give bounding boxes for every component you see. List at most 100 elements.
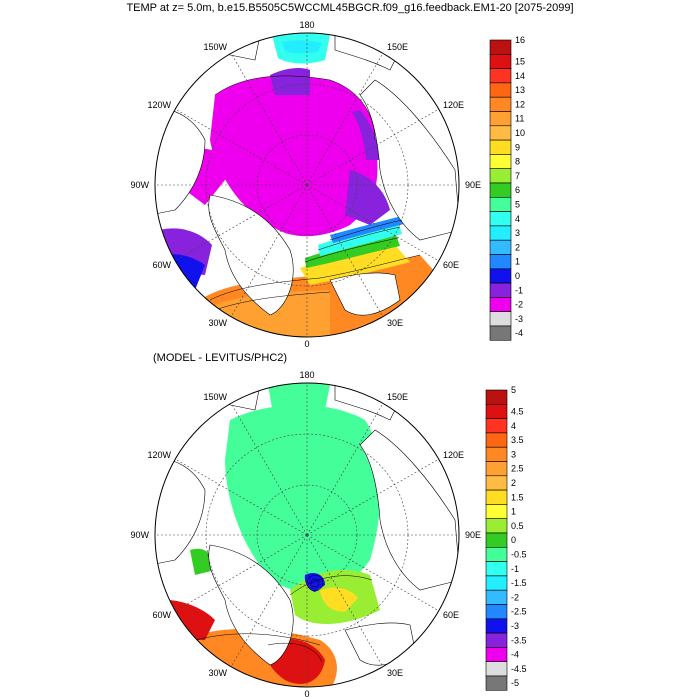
bottom-map: 180 150E 120E 90E 60E 30E 0 30W 60W 90W … (130, 370, 481, 699)
top-lon-label: 120E (443, 100, 464, 110)
bottom-colorbar-label: -4 (511, 650, 519, 660)
top-colorbar-label: 11 (515, 114, 524, 124)
bottom-colorbar-label: -1.5 (511, 578, 527, 588)
top-lon-label: 120W (147, 100, 171, 110)
top-lon-label: 150W (203, 42, 227, 52)
bottom-lon-label: 60E (443, 610, 459, 620)
top-colorbar-swatch (489, 39, 512, 55)
top-colorbar-label: 9 (515, 142, 520, 152)
difference-panel-title: (MODEL - LEVITUS/PHC2) (153, 352, 288, 364)
bottom-colorbar-swatch (485, 461, 508, 477)
bottom-colorbar-swatch (485, 403, 508, 419)
top-colorbar-label: 12 (515, 99, 525, 109)
top-colorbar-swatch (489, 53, 512, 69)
top-colorbar-swatch (489, 225, 512, 241)
bottom-colorbar-label: -0.5 (511, 549, 527, 559)
top-colorbar-label: 6 (515, 185, 520, 195)
top-lon-label: 150E (387, 42, 408, 52)
bottom-colorbar-label: 2.5 (511, 464, 524, 474)
top-colorbar-swatch (489, 239, 512, 255)
bottom-lon-label: 120E (443, 450, 464, 460)
bottom-colorbar-label: 3 (511, 449, 516, 459)
bottom-colorbar-swatch (485, 518, 508, 534)
top-lon-label: 0 (304, 339, 309, 349)
top-colorbar-label: 15 (515, 56, 525, 66)
bottom-colorbar-swatch (485, 489, 508, 505)
top-lon-label: 30E (387, 318, 403, 328)
bottom-colorbar-swatch (485, 604, 508, 620)
top-colorbar-swatch (489, 197, 512, 212)
top-lon-label: 90W (130, 180, 149, 190)
top-colorbar-label: 13 (515, 85, 525, 95)
bottom-lon-label: 150E (387, 392, 408, 402)
bottom-map-graticule (155, 383, 459, 687)
top-lon-label: 60E (443, 260, 459, 270)
top-map-graticule (155, 33, 459, 337)
top-colorbar-label: 14 (515, 71, 525, 81)
top-colorbar-swatch (489, 211, 512, 227)
top-colorbar-label: 16 (515, 35, 525, 45)
bottom-lon-label: 90W (130, 530, 149, 540)
top-lon-label: 90E (465, 180, 481, 190)
top-map-fields (155, 33, 459, 337)
top-colorbar-swatch (489, 168, 512, 184)
bottom-colorbar-label: 2 (511, 478, 516, 488)
bottom-colorbar-label: 3.5 (511, 435, 524, 445)
top-colorbar-label: -1 (515, 285, 523, 295)
bottom-map-longitude-labels: 180 150E 120E 90E 60E 30E 0 30W 60W 90W … (130, 370, 481, 699)
bottom-lon-label: 60W (152, 610, 171, 620)
bottom-colorbar-label: 0 (511, 535, 516, 545)
top-colorbar-label: -4 (515, 328, 523, 338)
top-colorbar-swatch (489, 96, 512, 112)
bottom-colorbar-swatch (485, 446, 508, 462)
top-map-longitude-labels: 180 150E 120E 90E 60E 30E 0 30W 60W 90W … (130, 20, 481, 349)
bottom-lon-label: 0 (304, 689, 309, 699)
top-colorbar-label: 5 (515, 199, 520, 209)
bottom-map-fields (155, 383, 459, 687)
top-colorbar-swatch (489, 111, 512, 127)
bottom-colorbar-label: -5 (511, 678, 519, 688)
top-map: 180 150E 120E 90E 60E 30E 0 30W 60W 90W … (130, 20, 481, 349)
top-colorbar-swatch (489, 297, 512, 312)
bottom-colorbar-label: 5 (511, 385, 516, 395)
top-colorbar-label: -3 (515, 314, 523, 324)
bottom-colorbar-label: 0.5 (511, 521, 524, 531)
top-colorbar-label: 1 (515, 257, 520, 267)
bottom-colorbar-swatch (485, 475, 508, 491)
bottom-colorbar-swatch (485, 675, 508, 691)
top-colorbar-swatch (489, 282, 512, 298)
top-map-boundary (154, 32, 460, 338)
top-colorbar-label: 8 (515, 157, 520, 167)
top-colorbar-label: 3 (515, 228, 520, 238)
bottom-lon-label: 30W (208, 668, 227, 678)
bottom-colorbar-swatch (485, 589, 508, 605)
bottom-colorbar-label: -2.5 (511, 607, 527, 617)
bottom-colorbar-label: -1 (511, 564, 519, 574)
top-colorbar-swatch (489, 254, 512, 270)
top-colorbar-swatch (489, 139, 512, 155)
top-colorbar-swatch (489, 182, 512, 198)
bottom-colorbar-label: -4.5 (511, 664, 527, 674)
top-colorbar-label: 7 (515, 171, 520, 181)
bottom-colorbar-label: 4 (511, 421, 516, 431)
bottom-lon-label: 90E (465, 530, 481, 540)
top-colorbar-swatch (489, 325, 512, 341)
bottom-colorbar-swatch (485, 561, 508, 577)
bottom-colorbar-swatch (485, 575, 508, 591)
bottom-colorbar-label: 1.5 (511, 492, 524, 502)
bottom-colorbar-swatch (485, 504, 508, 519)
bottom-colorbar-swatch (485, 418, 508, 434)
top-lon-label: 180 (299, 20, 314, 30)
bottom-colorbar-label: -3 (511, 621, 519, 631)
bottom-colorbar-swatch (485, 632, 508, 648)
top-colorbar-swatch (489, 154, 512, 169)
top-colorbar-label: 4 (515, 214, 520, 224)
top-colorbar-swatch (489, 268, 512, 284)
bottom-colorbar-label: -2 (511, 592, 519, 602)
top-lon-label: 60W (152, 260, 171, 270)
bottom-lon-label: 120W (147, 450, 171, 460)
colorbars: 161514131211109876543210-1-2-3-454.543.5… (485, 35, 527, 691)
bottom-colorbar-swatch (485, 389, 508, 405)
